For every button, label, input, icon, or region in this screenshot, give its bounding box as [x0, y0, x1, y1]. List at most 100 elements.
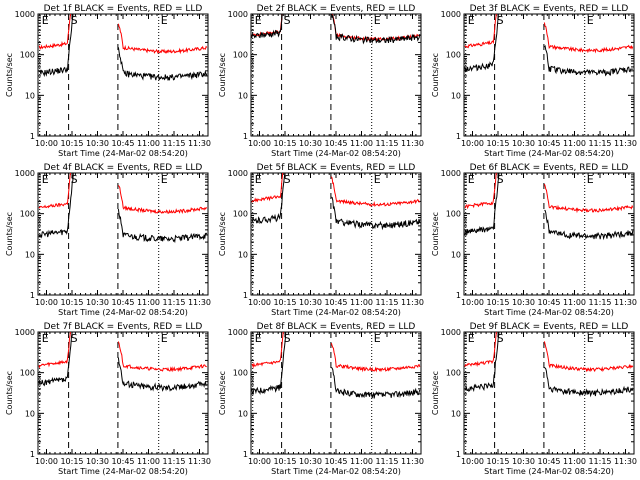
- x-tick-label: 10:30: [86, 298, 109, 307]
- y-tick-label: 1: [30, 291, 35, 300]
- marker-label: S: [71, 332, 78, 345]
- y-tick-label: 1: [456, 132, 461, 141]
- marker-label: E: [42, 14, 49, 27]
- x-tick-label: 10:30: [512, 298, 535, 307]
- x-tick-label: 11:30: [188, 457, 211, 466]
- marker-label: S: [497, 173, 504, 186]
- series-events-line: [38, 14, 208, 81]
- x-tick-label: 10:00: [248, 457, 271, 466]
- x-axis-label: Start Time (24-Mar-02 08:54:20): [271, 467, 401, 476]
- y-axis-label: Counts/sec: [5, 53, 14, 97]
- y-axis-label: Counts/sec: [218, 212, 227, 256]
- x-tick-label: 11:15: [588, 139, 611, 148]
- y-tick-label: 1000: [228, 328, 248, 337]
- marker-label: E: [255, 332, 262, 345]
- y-tick-label: 1000: [15, 328, 35, 337]
- marker-label: E: [468, 332, 475, 345]
- x-tick-label: 10:30: [86, 457, 109, 466]
- y-tick-label: 1000: [15, 169, 35, 178]
- marker-label: E: [161, 14, 168, 27]
- x-axis-label: Start Time (24-Mar-02 08:54:20): [484, 149, 614, 158]
- x-tick-label: 10:45: [111, 298, 134, 307]
- y-tick-label: 10: [25, 409, 35, 418]
- y-tick-label: 100: [446, 51, 461, 60]
- x-tick-label: 10:00: [35, 298, 58, 307]
- x-tick-label: 10:30: [299, 298, 322, 307]
- plot-frame: [250, 172, 422, 296]
- x-tick-label: 10:00: [248, 298, 271, 307]
- x-tick-label: 10:30: [512, 139, 535, 148]
- series-events-line: [251, 173, 421, 231]
- panel-det-9: Det 9f BLACK = Events, RED = LLD 1 10 100 10…: [431, 322, 637, 476]
- y-tick-label: 1: [243, 450, 248, 459]
- panel-det-8: Det 8f BLACK = Events, RED = LLD 1 10 100 10…: [218, 322, 424, 476]
- marker-label: E: [255, 14, 262, 27]
- x-tick-label: 11:30: [401, 457, 424, 466]
- panel-title: Det 5f BLACK = Events, RED = LLD: [257, 163, 416, 173]
- x-tick-label: 10:00: [461, 457, 484, 466]
- x-tick-label: 10:45: [537, 298, 560, 307]
- y-tick-label: 1000: [228, 169, 248, 178]
- panel-title: Det 9f BLACK = Events, RED = LLD: [470, 322, 629, 332]
- y-axis-label: Counts/sec: [5, 371, 14, 415]
- x-tick-label: 11:15: [375, 139, 398, 148]
- y-tick-label: 10: [25, 250, 35, 259]
- y-tick-label: 1: [456, 291, 461, 300]
- x-tick-label: 10:15: [273, 139, 296, 148]
- marker-label: E: [42, 173, 49, 186]
- y-axis-label: Counts/sec: [431, 53, 440, 97]
- x-tick-label: 10:45: [111, 139, 134, 148]
- x-tick-label: 10:15: [273, 298, 296, 307]
- panel-title: Det 6f BLACK = Events, RED = LLD: [470, 163, 629, 173]
- x-tick-label: 10:15: [60, 457, 83, 466]
- panel-title: Det 1f BLACK = Events, RED = LLD: [44, 4, 203, 14]
- series-events-line: [464, 14, 634, 77]
- x-tick-label: 11:00: [137, 457, 160, 466]
- x-tick-label: 11:15: [588, 457, 611, 466]
- x-tick-label: 11:15: [375, 298, 398, 307]
- x-tick-label: 11:00: [137, 298, 160, 307]
- panel-det-2: Det 2f BLACK = Events, RED = LLD 1 10 100 10…: [218, 4, 424, 158]
- x-tick-label: 11:00: [563, 457, 586, 466]
- panel-det-1: Det 1f BLACK = Events, RED = LLD 1 10 100 10…: [5, 4, 211, 158]
- marker-label: E: [161, 173, 168, 186]
- series-events-line: [251, 14, 421, 45]
- x-tick-label: 10:30: [86, 139, 109, 148]
- series-events-line: [38, 332, 208, 392]
- y-tick-label: 100: [20, 369, 35, 378]
- y-tick-label: 10: [238, 409, 248, 418]
- x-tick-label: 10:00: [35, 139, 58, 148]
- series-events-line: [251, 332, 421, 399]
- panel-det-7: Det 7f BLACK = Events, RED = LLD 1 10 100 10…: [5, 322, 211, 476]
- series-lld-line: [38, 14, 208, 55]
- marker-label: S: [284, 14, 291, 27]
- x-tick-label: 10:45: [324, 139, 347, 148]
- marker-label: S: [71, 173, 78, 186]
- x-tick-label: 10:15: [60, 298, 83, 307]
- y-tick-label: 1000: [15, 10, 35, 19]
- x-tick-label: 11:15: [375, 457, 398, 466]
- y-tick-label: 100: [20, 210, 35, 219]
- y-axis-label: Counts/sec: [218, 371, 227, 415]
- marker-label: E: [161, 332, 168, 345]
- y-tick-label: 1: [30, 132, 35, 141]
- plot-frame: [37, 331, 209, 455]
- x-axis-label: Start Time (24-Mar-02 08:54:20): [271, 308, 401, 317]
- x-tick-label: 11:15: [162, 298, 185, 307]
- plot-frame: [463, 331, 635, 455]
- series-events-line: [38, 173, 208, 244]
- y-tick-label: 10: [238, 250, 248, 259]
- series-lld-line: [38, 173, 208, 215]
- x-tick-label: 11:00: [563, 139, 586, 148]
- x-tick-label: 10:45: [324, 298, 347, 307]
- panel-title: Det 3f BLACK = Events, RED = LLD: [470, 4, 629, 14]
- x-tick-label: 11:30: [614, 139, 637, 148]
- x-tick-label: 11:30: [401, 139, 424, 148]
- x-tick-label: 10:30: [299, 457, 322, 466]
- marker-label: S: [71, 14, 78, 27]
- x-tick-label: 11:30: [614, 298, 637, 307]
- series-lld-line: [464, 332, 634, 373]
- marker-label: E: [587, 332, 594, 345]
- y-axis-label: Counts/sec: [431, 212, 440, 256]
- y-tick-label: 100: [233, 51, 248, 60]
